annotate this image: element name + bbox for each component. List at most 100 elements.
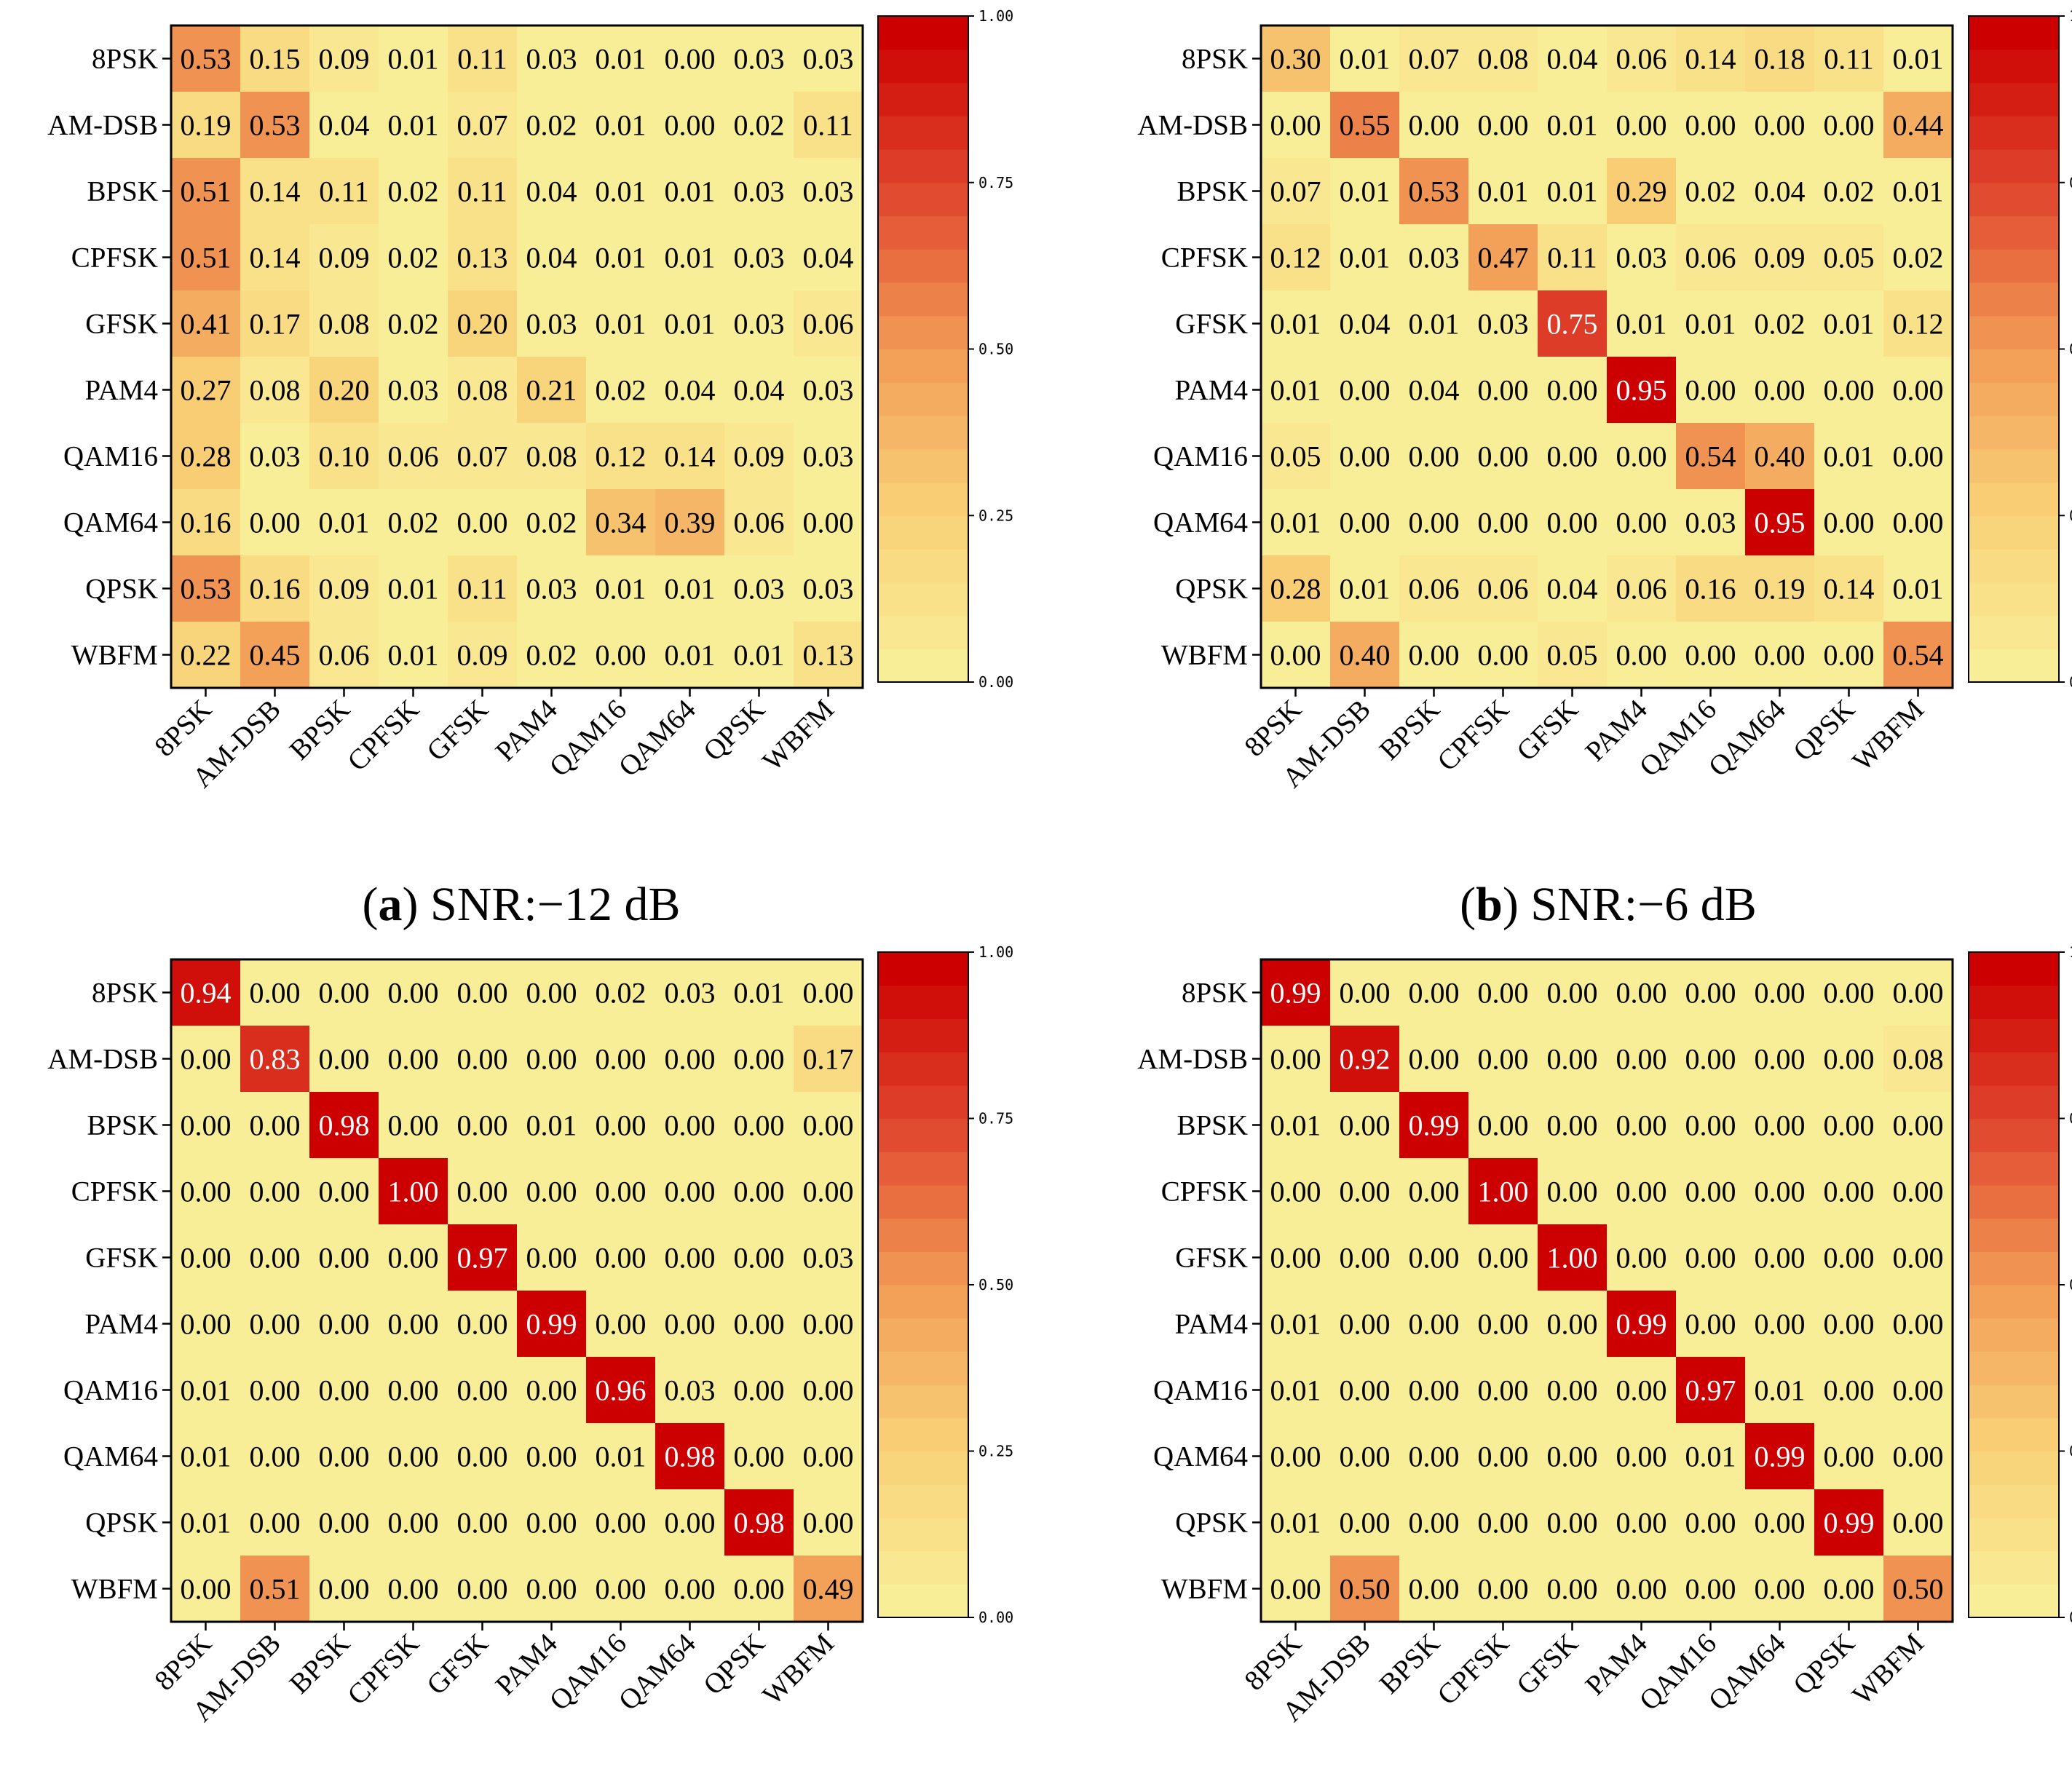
heatmap-cell xyxy=(586,158,656,225)
heatmap-cell xyxy=(1676,1423,1746,1490)
heatmap-cell xyxy=(655,1224,725,1291)
cell-value-label: 0.01 xyxy=(734,977,785,1010)
cell-value-label: 0.05 xyxy=(1270,440,1321,473)
heatmap-cell xyxy=(724,1357,794,1424)
colorbar-step xyxy=(1969,382,2059,416)
heatmap-cell xyxy=(448,1158,518,1225)
cell-value-label: 0.92 xyxy=(1340,1043,1391,1076)
cell-value-label: 0.13 xyxy=(457,242,508,274)
heatmap-cell xyxy=(724,1291,794,1358)
heatmap-cell xyxy=(517,489,587,556)
heatmap-cell xyxy=(448,1357,518,1424)
heatmap-cell xyxy=(309,357,379,424)
cell-value-label: 0.00 xyxy=(1409,1242,1460,1275)
colorbar-step xyxy=(878,482,968,516)
heatmap-cell xyxy=(1330,224,1400,291)
colorbar-tick-label: 1.00 xyxy=(2069,943,2072,961)
cell-value-label: 0.01 xyxy=(388,109,439,142)
panel-caption: (a) SNR:−12 dB xyxy=(363,878,681,931)
cell-value-label: 0.00 xyxy=(1340,507,1391,539)
heatmap-cell xyxy=(1814,1489,1884,1556)
heatmap-cell xyxy=(379,1291,448,1358)
cell-value-label: 0.00 xyxy=(1340,1308,1391,1341)
colorbar-step xyxy=(878,215,968,250)
cell-value-label: 0.44 xyxy=(1893,109,1944,142)
cell-value-label: 0.00 xyxy=(803,1374,854,1407)
heatmap-cell xyxy=(1468,92,1538,159)
cell-value-label: 0.00 xyxy=(457,1308,508,1341)
heatmap-cell xyxy=(1883,92,1953,159)
cell-value-label: 0.08 xyxy=(526,440,577,473)
heatmap-cell xyxy=(1261,1224,1331,1291)
y-tick-label: AM-DSB xyxy=(47,1044,158,1075)
heatmap-cell xyxy=(655,1158,725,1225)
cell-value-label: 0.03 xyxy=(734,308,785,341)
colorbar-step xyxy=(878,1550,968,1585)
cell-value-label: 0.00 xyxy=(1685,1043,1736,1076)
cell-value-label: 0.01 xyxy=(181,1507,232,1540)
heatmap-cell xyxy=(1468,959,1538,1026)
heatmap-cell xyxy=(1330,1489,1400,1556)
y-tick-label: QAM16 xyxy=(63,1375,158,1406)
cell-value-label: 0.40 xyxy=(1340,639,1391,672)
heatmap-cell xyxy=(517,555,587,622)
cell-value-label: 0.00 xyxy=(1340,374,1391,407)
cell-value-label: 0.06 xyxy=(1478,573,1529,606)
heatmap-cell xyxy=(586,1489,656,1556)
heatmap-cell xyxy=(379,1357,448,1424)
y-tick-label: 8PSK xyxy=(92,978,158,1009)
heatmap-cell xyxy=(1676,1357,1746,1424)
colorbar-step xyxy=(878,149,968,183)
cell-value-label: 0.16 xyxy=(181,507,232,539)
cell-value-label: 0.00 xyxy=(1616,507,1667,539)
heatmap-cell xyxy=(448,25,518,92)
colorbar-step xyxy=(878,16,968,50)
cell-value-label: 0.00 xyxy=(250,1374,301,1407)
heatmap-cell xyxy=(309,224,379,291)
cell-value-label: 0.01 xyxy=(1270,1308,1321,1341)
heatmap-cell xyxy=(1745,622,1815,689)
cell-value-label: 0.06 xyxy=(803,308,854,341)
heatmap-cell xyxy=(724,1423,794,1490)
heatmap-cell xyxy=(1676,1224,1746,1291)
heatmap-cell xyxy=(655,959,725,1026)
y-tick-label: QAM16 xyxy=(1153,1375,1248,1406)
cell-value-label: 0.01 xyxy=(1616,308,1667,341)
cell-value-label: 0.00 xyxy=(1616,639,1667,672)
heatmap-cell xyxy=(1261,92,1331,159)
colorbar-tick-label: 0.25 xyxy=(2069,507,2072,524)
cell-value-label: 0.28 xyxy=(181,440,232,473)
cell-value-label: 0.00 xyxy=(665,109,716,142)
cell-value-label: 0.06 xyxy=(734,507,785,539)
cell-value-label: 0.00 xyxy=(1270,1043,1321,1076)
cell-value-label: 0.00 xyxy=(1824,1308,1875,1341)
cell-value-label: 0.00 xyxy=(1824,1176,1875,1208)
cell-value-label: 0.01 xyxy=(1270,374,1321,407)
y-tick-label: GFSK xyxy=(85,1243,158,1274)
cell-value-label: 0.00 xyxy=(1270,1573,1321,1606)
cell-value-label: 0.00 xyxy=(457,507,508,539)
heatmap-cell xyxy=(794,555,863,622)
colorbar-step xyxy=(1969,1251,2059,1285)
heatmap-cell xyxy=(1676,622,1746,689)
heatmap-cell xyxy=(794,1224,863,1291)
colorbar-tick-label: 0.50 xyxy=(978,341,1013,358)
cell-value-label: 0.00 xyxy=(1755,374,1806,407)
heatmap-cell xyxy=(171,1026,241,1093)
heatmap-cell xyxy=(309,1158,379,1225)
cell-value-label: 0.00 xyxy=(1824,109,1875,142)
heatmap-cell xyxy=(1607,1556,1677,1623)
cell-value-label: 0.01 xyxy=(1340,175,1391,208)
cell-value-label: 0.47 xyxy=(1478,242,1529,274)
cell-value-label: 0.00 xyxy=(526,1507,577,1540)
cell-value-label: 0.00 xyxy=(596,1109,646,1142)
cell-value-label: 0.00 xyxy=(526,1374,577,1407)
cell-value-label: 0.01 xyxy=(596,43,646,76)
cell-value-label: 0.04 xyxy=(1547,43,1598,76)
cell-value-label: 0.00 xyxy=(526,1176,577,1208)
cell-value-label: 0.09 xyxy=(319,242,370,274)
heatmap-cell xyxy=(586,1224,656,1291)
cell-value-label: 0.00 xyxy=(1547,1109,1598,1142)
heatmap-cell xyxy=(1538,92,1608,159)
heatmap-cell xyxy=(379,357,448,424)
